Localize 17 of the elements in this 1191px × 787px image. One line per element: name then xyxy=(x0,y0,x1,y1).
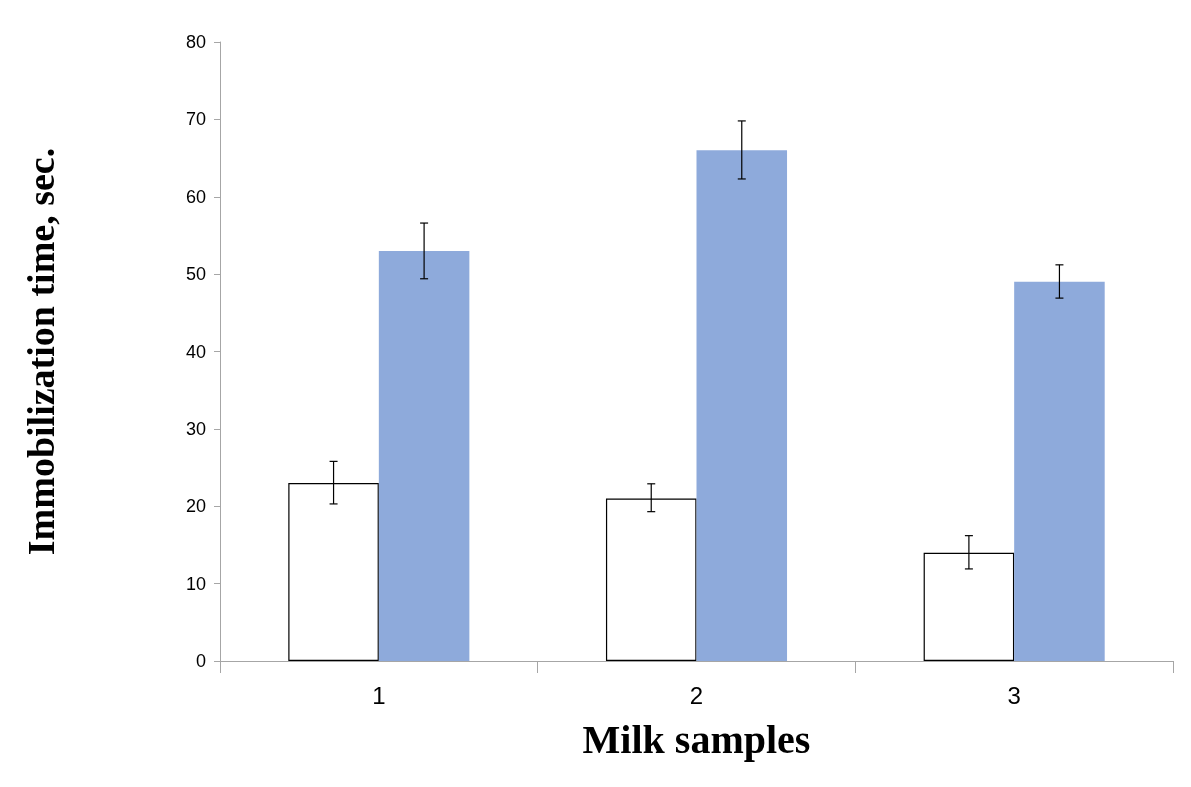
bar xyxy=(1014,281,1105,661)
y-axis-title: Immobilization time, sec. xyxy=(20,147,62,556)
x-axis-title: Milk samples xyxy=(582,716,811,762)
bar xyxy=(378,250,470,661)
y-tick-label: 70 xyxy=(185,109,206,130)
x-tick-label: 2 xyxy=(689,681,704,709)
x-tick-label: 1 xyxy=(372,681,386,709)
y-tick-label: 40 xyxy=(185,341,206,362)
x-tick-label: 3 xyxy=(1007,681,1021,709)
y-tick-label: 30 xyxy=(185,418,206,439)
y-tick-label: 80 xyxy=(185,32,206,52)
y-tick-label: 10 xyxy=(185,573,206,594)
bar xyxy=(696,150,788,661)
y-tick-label: 0 xyxy=(195,651,206,671)
y-tick-label: 20 xyxy=(185,496,206,517)
y-tick-label: 50 xyxy=(185,264,206,285)
y-tick-label: 60 xyxy=(185,186,206,207)
